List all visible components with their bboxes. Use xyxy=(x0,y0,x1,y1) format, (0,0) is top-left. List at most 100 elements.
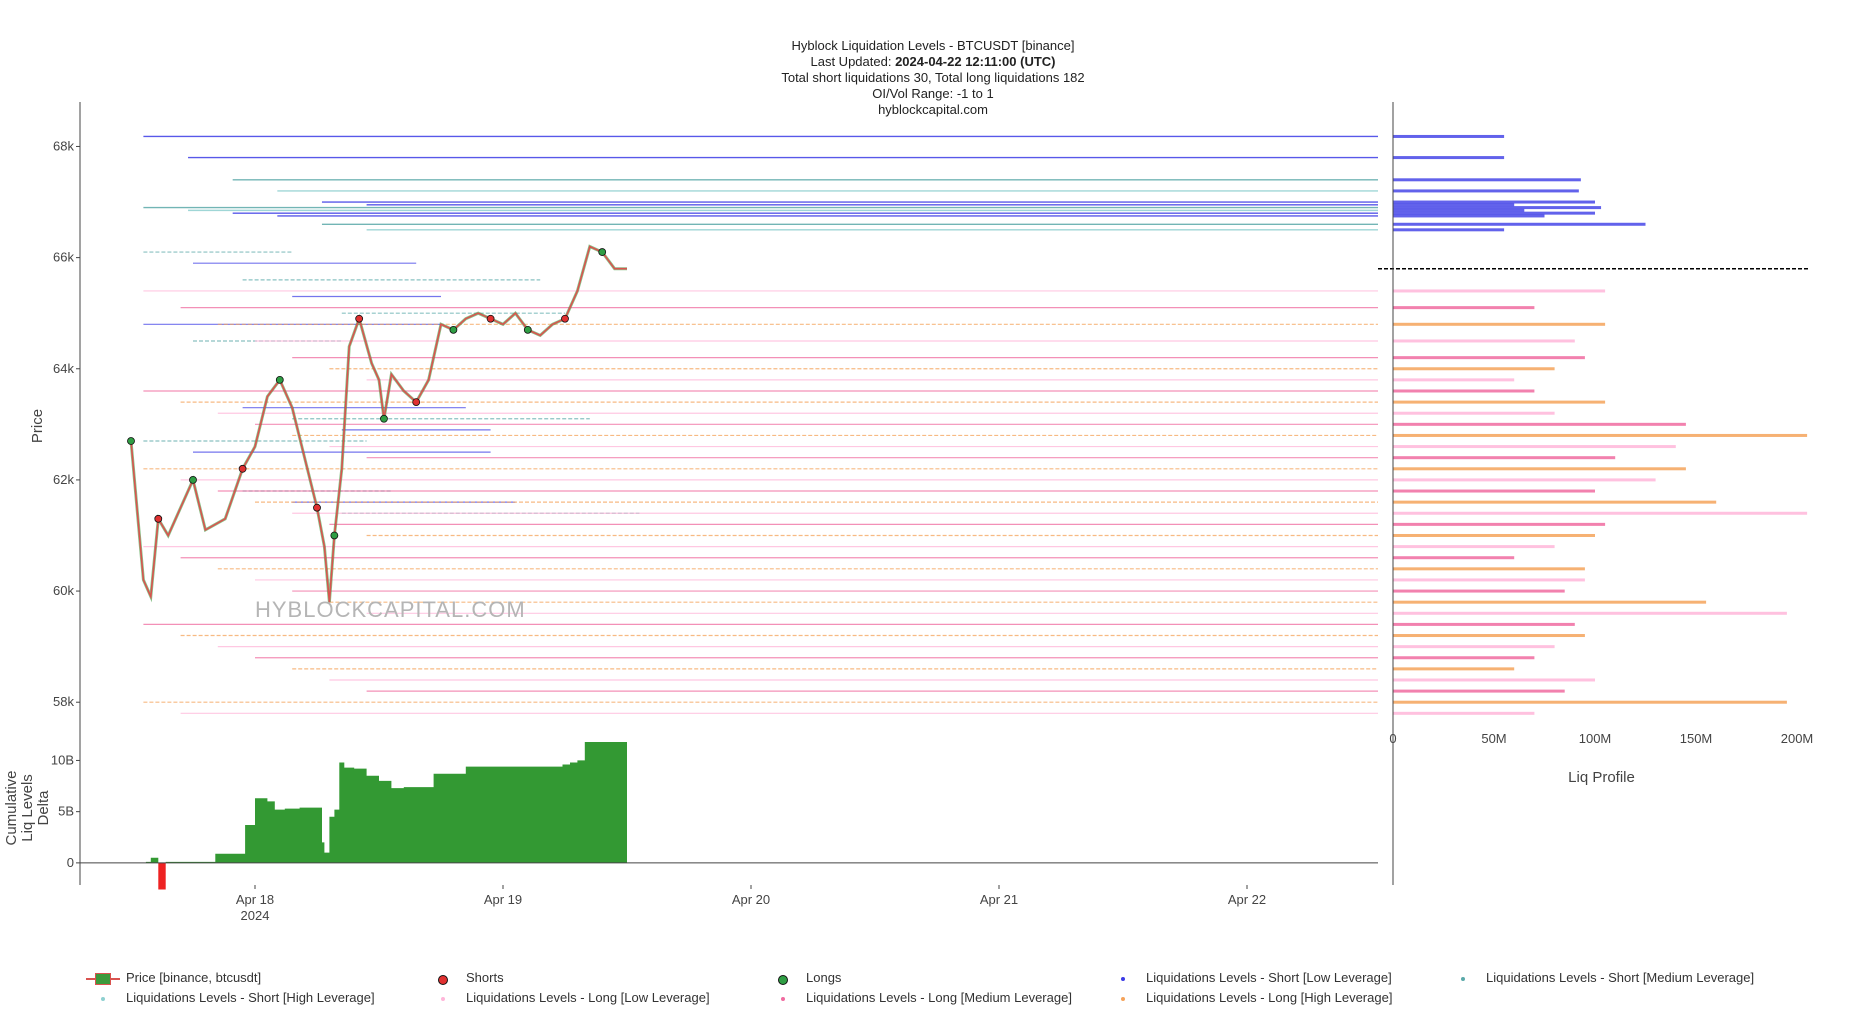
x-tick-label: Apr 20 xyxy=(732,892,770,907)
profile-axis-label: Liq Profile xyxy=(1568,769,1635,786)
long-profile-bar xyxy=(1393,500,1717,504)
chart-title: Hyblock Liquidation Levels - BTCUSDT [bi… xyxy=(791,38,1075,53)
long-profile-bar xyxy=(1393,289,1606,293)
long-profile-bar xyxy=(1393,478,1656,482)
price-axis-label: Price xyxy=(29,409,46,443)
x-tick-label: Apr 21 xyxy=(980,892,1018,907)
long-profile-bar xyxy=(1393,389,1535,393)
liq-profile-bars xyxy=(1393,134,1808,715)
long-profile-bar xyxy=(1393,489,1595,493)
legend-swatch xyxy=(1446,973,1480,985)
short-profile-bar xyxy=(1393,200,1595,204)
long-profile-bar xyxy=(1393,600,1707,604)
legend-item[interactable]: Liquidations Levels - Short [Low Leverag… xyxy=(1106,970,1392,985)
long-profile-bar xyxy=(1393,322,1606,326)
short-marker xyxy=(154,514,163,523)
short-profile-bar xyxy=(1393,134,1505,138)
long-profile-bar xyxy=(1393,456,1616,460)
long-profile-bar xyxy=(1393,400,1606,404)
long-profile-bar xyxy=(1393,433,1808,437)
long-profile-bar xyxy=(1393,467,1686,471)
short-profile-bar xyxy=(1393,178,1581,182)
long-profile-bar xyxy=(1393,511,1808,515)
trade-markers xyxy=(127,248,607,540)
legend-item[interactable]: Liquidations Levels - Long [Low Leverage… xyxy=(426,990,710,1005)
y-tick-label: 58k xyxy=(53,694,74,709)
short-profile-bar xyxy=(1393,228,1505,232)
y-tick-label: 62k xyxy=(53,472,74,487)
site-name: hyblockcapital.com xyxy=(878,102,988,117)
long-profile-bar xyxy=(1393,634,1585,638)
watermark: HYBLOCKCAPITAL.COM xyxy=(255,597,526,622)
legend-swatch xyxy=(1106,993,1140,1005)
delta-axis-label: Delta xyxy=(35,790,52,826)
legend-item[interactable]: Liquidations Levels - Short [High Levera… xyxy=(86,990,375,1005)
long-marker xyxy=(275,375,284,384)
legend-item[interactable]: Longs xyxy=(766,970,841,985)
long-profile-bar xyxy=(1393,689,1565,693)
legend-swatch xyxy=(426,973,460,985)
long-profile-bar xyxy=(1393,545,1555,549)
long-profile-bar xyxy=(1393,656,1535,660)
y-tick-label: 68k xyxy=(53,138,74,153)
legend-swatch xyxy=(86,972,120,985)
long-profile-bar xyxy=(1393,411,1555,415)
short-profile-bar xyxy=(1393,222,1646,226)
long-profile-bar xyxy=(1393,556,1515,560)
long-profile-bar xyxy=(1393,645,1555,649)
legend-item[interactable]: Liquidations Levels - Long [High Leverag… xyxy=(1106,990,1392,1005)
legend-label: Price [binance, btcusdt] xyxy=(126,970,262,985)
short-profile-bar xyxy=(1393,214,1545,218)
long-profile-bar xyxy=(1393,589,1565,593)
last-updated-value: 2024-04-22 12:11:00 (UTC) xyxy=(895,54,1056,69)
short-marker xyxy=(313,503,321,512)
price-line xyxy=(130,245,627,603)
long-marker xyxy=(598,248,607,256)
short-profile-bar xyxy=(1393,211,1595,215)
long-profile-bar xyxy=(1393,533,1595,537)
short-profile-bar xyxy=(1393,189,1579,193)
y-tick-label: 60k xyxy=(53,583,74,598)
long-profile-bar xyxy=(1393,522,1606,526)
legend-item[interactable]: Price [binance, btcusdt] xyxy=(86,970,261,985)
long-profile-bar xyxy=(1393,339,1575,343)
delta-tick-label: 5B xyxy=(58,804,74,819)
profile-tick-label: 150M xyxy=(1680,731,1713,746)
legend-label: Liquidations Levels - Long [High Leverag… xyxy=(1146,990,1393,1005)
legend-label: Liquidations Levels - Short [Low Leverag… xyxy=(1146,970,1392,985)
short-marker xyxy=(486,314,495,323)
long-profile-bar xyxy=(1393,611,1787,615)
legend-label: Liquidations Levels - Short [High Levera… xyxy=(126,990,375,1005)
x-tick-year: 2024 xyxy=(241,908,270,923)
short-marker xyxy=(238,464,247,473)
profile-tick-label: 200M xyxy=(1781,731,1814,746)
legend-item[interactable]: Liquidations Levels - Short [Medium Leve… xyxy=(1446,970,1754,985)
long-profile-bar xyxy=(1393,578,1585,582)
long-marker xyxy=(523,325,532,334)
short-marker xyxy=(355,314,364,323)
profile-tick-label: 50M xyxy=(1481,731,1506,746)
short-marker xyxy=(561,314,569,323)
long-marker xyxy=(380,414,388,423)
legend-label: Longs xyxy=(806,970,842,985)
long-profile-bar xyxy=(1393,356,1585,360)
delta-tick-label: 10B xyxy=(51,752,74,767)
long-profile-bar xyxy=(1393,667,1515,671)
long-profile-bar xyxy=(1393,700,1787,704)
short-profile-bar xyxy=(1393,156,1505,160)
price-series xyxy=(129,244,627,603)
legend-item[interactable]: Liquidations Levels - Long [Medium Lever… xyxy=(766,990,1072,1005)
axes: 58k 60k 62k 64k 66k 68k Price Apr 18 Apr 19 Apr 2… xyxy=(3,102,1813,923)
legend-item[interactable]: Shorts xyxy=(426,970,504,985)
x-tick-label: Apr 18 xyxy=(236,892,274,907)
long-profile-bar xyxy=(1393,678,1595,682)
profile-tick-label: 100M xyxy=(1579,731,1612,746)
delta-axis-label: Cumulative xyxy=(3,770,20,845)
last-updated: Last Updated: 2024-04-22 12:11:00 (UTC) xyxy=(0,54,1866,70)
long-profile-bar xyxy=(1393,306,1535,310)
long-profile-bar xyxy=(1393,367,1555,371)
liquidation-level-lines xyxy=(143,135,1810,714)
legend-label: Liquidations Levels - Short [Medium Leve… xyxy=(1486,970,1755,985)
